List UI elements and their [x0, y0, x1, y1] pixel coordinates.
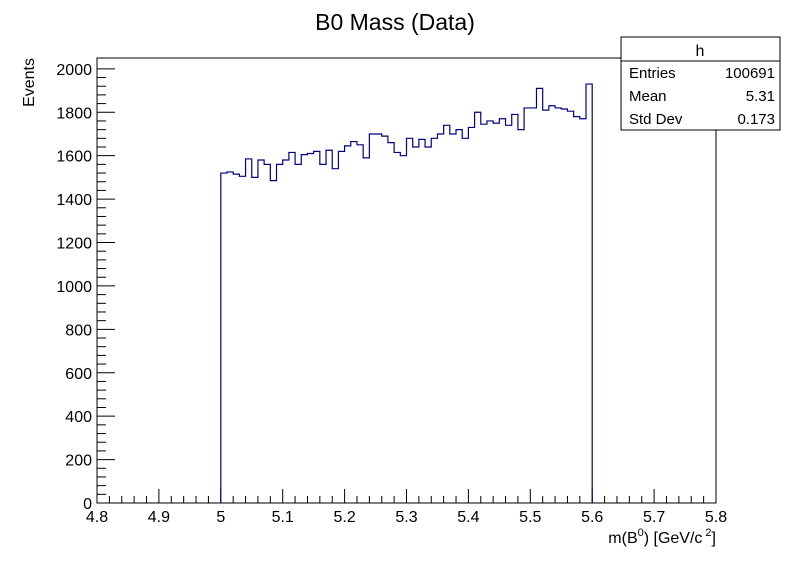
x-tick-label: 4.8: [86, 509, 108, 526]
stats-box-title: h: [696, 43, 705, 60]
x-tick-label: 5.3: [395, 509, 417, 526]
x-tick-label: 5.4: [457, 509, 479, 526]
x-tick-label: 5.2: [333, 509, 355, 526]
y-tick-label: 1200: [56, 236, 92, 253]
y-tick-label: 1000: [56, 279, 92, 296]
plot-frame: [96, 57, 717, 504]
x-tick-label: 5.8: [705, 509, 727, 526]
axes: [96, 68, 717, 504]
x-tick-label: 5: [216, 509, 225, 526]
stats-value-stddev: 0.173: [737, 111, 775, 128]
x-tick-label: 5.6: [581, 509, 603, 526]
stats-box: h Entries 100691 Mean 5.31 Std Dev 0.173: [620, 36, 781, 131]
stats-value-mean: 5.31: [746, 88, 775, 105]
chart-title: B0 Mass (Data): [315, 9, 475, 35]
y-tick-label: 1400: [56, 192, 92, 209]
x-axis-label: m(B0) [GeV/c 2]: [608, 527, 716, 547]
x-tick-label: 5.1: [272, 509, 294, 526]
y-tick-label: 0: [83, 496, 92, 513]
y-tick-label: 1800: [56, 105, 92, 122]
y-tick-label: 800: [65, 322, 92, 339]
y-tick-label: 400: [65, 409, 92, 426]
y-tick-label: 2000: [56, 62, 92, 79]
x-tick-label: 5.5: [519, 509, 541, 526]
x-tick-label: 5.7: [643, 509, 665, 526]
y-axis-label: Events: [21, 58, 38, 107]
x-tick-label: 4.9: [148, 509, 170, 526]
x-tick-labels: 4.8 4.9 5 5.1 5.2 5.3 5.4 5.5 5.6 5.7 5.8: [86, 509, 727, 526]
stats-label-mean: Mean: [629, 88, 667, 105]
y-tick-labels: 0 200 400 600 800 1000 1200 1400 1600 1800 2000: [56, 62, 92, 513]
stats-value-entries: 100691: [725, 65, 775, 82]
histogram-series-line: [220, 83, 593, 503]
stats-label-stddev: Std Dev: [629, 111, 683, 128]
stats-box-frame: [620, 36, 781, 131]
y-tick-label: 600: [65, 366, 92, 383]
y-tick-label: 1600: [56, 149, 92, 166]
y-tick-label: 200: [65, 453, 92, 470]
stats-label-entries: Entries: [629, 65, 676, 82]
